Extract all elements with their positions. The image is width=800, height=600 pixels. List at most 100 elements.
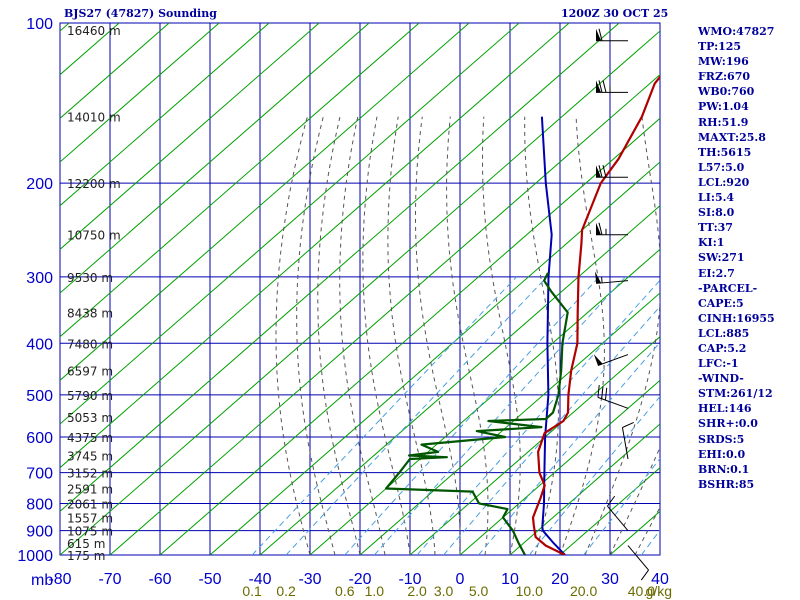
- mixing-ratio-line: [251, 276, 517, 555]
- mixing-ratio-tick-label: 20.0: [570, 583, 597, 599]
- stat-item: CAP:5.2: [698, 341, 747, 355]
- stat-item: WMO:47827: [698, 25, 775, 38]
- parcel-path: [540, 116, 566, 555]
- wind-barb-pennant: [596, 80, 601, 93]
- mixing-ratio-line: [443, 305, 660, 555]
- mixing-ratio-tick-label: 0.2: [276, 583, 296, 599]
- wind-barb-pennant: [596, 222, 601, 235]
- stat-item: TH:5615: [698, 145, 752, 159]
- pressure-tick-label: 400: [26, 336, 53, 353]
- wind-barb-staff: [597, 396, 629, 409]
- isotherm-line: [109, 73, 660, 555]
- isotherm-layer: [60, 23, 660, 555]
- wind-barb-feather: [597, 385, 600, 398]
- wind-barb-pennant: [596, 165, 601, 178]
- pressure-tick-label: 500: [26, 388, 53, 405]
- stat-item: BRN:0.1: [698, 462, 750, 476]
- wind-barb-staff: [597, 354, 629, 366]
- temperature-tick-label: -40: [248, 571, 271, 588]
- sounding-datetime: 1200Z 30 OCT 25: [561, 7, 669, 20]
- stats-panel: WMO:47827 TP:125 MW:196 FRZ:670 WB0:760 PW:1.…: [698, 24, 775, 492]
- wind-barb: [627, 545, 649, 581]
- wind-barb-feather: [607, 495, 616, 507]
- stat-item: EHI:0.0: [698, 447, 746, 461]
- stat-item: LCL:885: [698, 326, 750, 340]
- wind-barb: [607, 495, 629, 531]
- mixing-ratio-tick-label: 0.6: [335, 583, 355, 599]
- isotherm-line: [309, 248, 660, 555]
- stat-item: PW:1.04: [698, 100, 749, 114]
- moist-adiabat-layer: [275, 116, 660, 555]
- isotherm-line: [359, 292, 660, 555]
- stat-item: HEL:146: [698, 402, 752, 416]
- height-label: 3152 m: [67, 467, 113, 481]
- pressure-tick-label: 300: [26, 270, 53, 287]
- temperature-tick-label: -50: [198, 571, 221, 588]
- temperature-tick-label: 40: [651, 571, 669, 588]
- height-label: 16460 m: [67, 24, 121, 38]
- height-label: 4375 m: [67, 431, 113, 445]
- mixing-ratio-tick-label: 40.0: [628, 583, 655, 599]
- mixing-ratio-unit-label: g/kg: [646, 583, 672, 599]
- mixing-ratio-tick-label: 0.1: [242, 583, 262, 599]
- mixing-ratio-tick-label: 10.0: [516, 583, 543, 599]
- height-label: 12200 m: [67, 177, 121, 191]
- moist-adiabat-line: [317, 116, 361, 555]
- isotherm-line: [60, 23, 470, 381]
- stat-item: SI:8.0: [698, 206, 735, 220]
- height-label: 5790 m: [67, 389, 113, 403]
- stat-item: BSHR:85: [698, 477, 755, 491]
- mixing-ratio-layer: [251, 276, 660, 555]
- height-label: 7480 m: [67, 337, 113, 351]
- temperature-tick-label: 30: [601, 571, 619, 588]
- height-label: 175 m: [67, 549, 105, 563]
- mixing-ratio-tick-label: 3.0: [434, 583, 454, 599]
- moist-adiabat-line: [559, 116, 605, 555]
- wind-barb: [597, 385, 629, 409]
- height-label: 615 m: [67, 537, 105, 551]
- wind-barb-feather: [601, 386, 604, 399]
- wind-barb-half-feather: [601, 276, 603, 283]
- pressure-tick-label: 200: [26, 176, 53, 193]
- mixing-ratio-tick-label: 1.0: [365, 583, 385, 599]
- moist-adiabat-line: [362, 116, 411, 555]
- stat-item: L57:5.0: [698, 160, 745, 174]
- wind-barb-staff: [621, 427, 629, 460]
- moist-adiabat-line: [415, 116, 461, 555]
- stat-item: MAXT:25.8: [698, 130, 766, 144]
- pressure-tick-label: 1000: [17, 548, 53, 565]
- wind-barb-pennant: [595, 271, 602, 284]
- wind-barb-staff: [596, 280, 629, 284]
- isotherm-line: [60, 23, 420, 338]
- wind-barb: [621, 421, 634, 460]
- wind-barb-feather: [602, 80, 607, 93]
- height-label: 6597 m: [67, 365, 113, 379]
- wind-barb: [596, 222, 628, 236]
- stat-item: LI:5.4: [698, 191, 735, 205]
- pressure-tick-label: 800: [26, 496, 53, 513]
- moist-adiabat-line: [339, 116, 386, 555]
- isotherm-line: [509, 423, 660, 555]
- wind-barb-feather: [598, 222, 603, 235]
- wind-barb-staff: [627, 545, 649, 571]
- mixing-ratio-tick-label: 2.0: [407, 583, 427, 599]
- pressure-tick-label: 900: [26, 524, 53, 541]
- mixing-ratio-line: [416, 279, 660, 555]
- isotherm-line: [60, 30, 660, 555]
- height-label: 1075 m: [67, 525, 113, 539]
- stat-item: CAPE:5: [698, 296, 744, 310]
- stat-item: RH:51.9: [698, 115, 749, 129]
- pressure-tick-label: 700: [26, 466, 53, 483]
- wind-barb-feather: [598, 165, 603, 178]
- temperature-tick-label: -60: [148, 571, 171, 588]
- height-label: 14010 m: [67, 111, 121, 125]
- pressure-tick-label: 600: [26, 430, 53, 447]
- isotherm-line: [60, 23, 170, 119]
- wind-barb-layer: [593, 28, 649, 581]
- wind-barb: [596, 165, 628, 178]
- moist-adiabat-line: [584, 116, 660, 555]
- stat-item: SHR+:0.0: [698, 417, 758, 431]
- isotherm-line: [60, 23, 220, 163]
- isotherm-line: [60, 23, 320, 250]
